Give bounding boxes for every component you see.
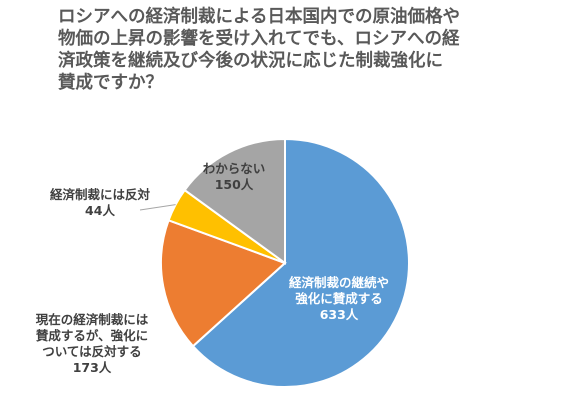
data-label-4: わからない 150人 bbox=[203, 161, 266, 192]
chart-title: ロシアへの経済制裁による日本国内での原油価格や 物価の上昇の影響を受け入れてでも… bbox=[58, 6, 528, 94]
data-label-value: 173人 bbox=[73, 360, 112, 375]
chart-title-line-3: 済政策を継続及び今後の状況に応じた制裁強化に bbox=[58, 51, 443, 71]
data-label-text: 強化に賛成する bbox=[295, 291, 383, 306]
data-label-value: 150人 bbox=[215, 177, 254, 192]
pie-slices bbox=[160, 137, 410, 388]
data-label-value: 44人 bbox=[85, 203, 115, 218]
data-label-text: 賛成するが、強化に bbox=[36, 328, 148, 343]
data-label-text: 経済制裁には反対 bbox=[50, 187, 151, 202]
data-label-text: わからない bbox=[203, 161, 266, 176]
leader-lines bbox=[139, 204, 176, 211]
data-label-text: 経済制裁の継続や bbox=[289, 275, 389, 290]
data-label-2: 現在の経済制裁には賛成するが、強化については反対する 173人 bbox=[36, 312, 149, 375]
chart-title-line-1: ロシアへの経済制裁による日本国内での原油価格や bbox=[58, 7, 460, 27]
data-label-1: 経済制裁の継続や強化に賛成する 633人 bbox=[289, 275, 389, 322]
leader-line bbox=[139, 204, 176, 211]
chart-title-line-2: 物価の上昇の影響を受け入れてでも、ロシアへの経 bbox=[58, 29, 460, 49]
chart-title-line-4: 賛成ですか？ bbox=[58, 73, 163, 93]
data-label-text: ついては反対する bbox=[42, 344, 141, 359]
data-label-value: 633人 bbox=[320, 307, 359, 322]
data-label-text: 現在の経済制裁には bbox=[36, 312, 149, 327]
data-label-3: 経済制裁には反対 44人 bbox=[50, 187, 151, 218]
data-labels: 経済制裁の継続や強化に賛成する 633人現在の経済制裁には賛成するが、強化について… bbox=[36, 161, 389, 375]
pie-slice-1 bbox=[191, 137, 410, 388]
pie-slice-4 bbox=[183, 137, 286, 265]
